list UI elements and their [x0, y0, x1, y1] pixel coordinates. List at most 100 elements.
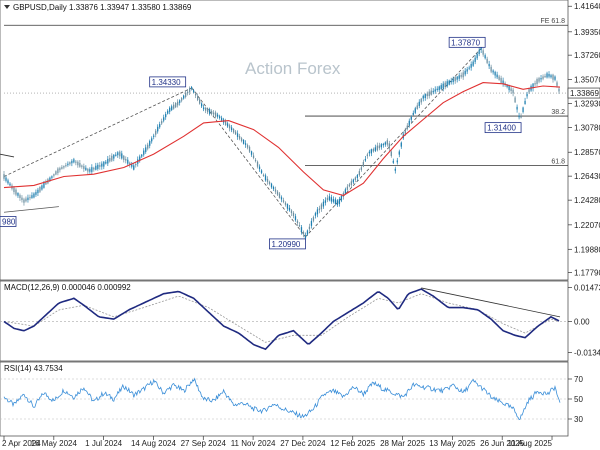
candle-body: [111, 155, 113, 161]
candle-body: [442, 83, 444, 89]
candle-body: [472, 61, 474, 66]
candle-body: [175, 102, 177, 108]
candle-body: [336, 200, 339, 206]
price-header: GBPUSD,Daily 1.33876 1.33947 1.33580 1.3…: [13, 3, 192, 12]
candle-body: [426, 93, 428, 97]
trend-line: [3, 206, 59, 213]
candle-body: [133, 165, 135, 170]
candle-body: [83, 166, 85, 169]
candle-body: [294, 216, 297, 221]
price-box-label-frame: [0, 216, 17, 227]
candle-body: [510, 88, 512, 91]
candle-body: [292, 212, 295, 217]
x-tick-label: 12 Feb 2025: [330, 439, 375, 448]
candle-body: [236, 133, 239, 137]
candle-body: [165, 114, 167, 118]
candle-body: [382, 144, 384, 146]
candle-body: [125, 159, 127, 161]
candle-body: [304, 235, 307, 239]
candle-body: [540, 78, 542, 80]
candle-body: [556, 82, 558, 86]
macd-y-tick-label: -0.013442: [574, 349, 600, 358]
candle-body: [532, 83, 534, 89]
candle-body: [75, 161, 77, 163]
candle-body: [496, 74, 498, 78]
candle-body: [143, 150, 145, 155]
candle-body: [400, 142, 402, 147]
trend-line: [191, 87, 306, 238]
candle-body: [372, 148, 374, 152]
candle-body: [500, 77, 502, 83]
candle-body: [248, 146, 251, 152]
candle-body: [266, 178, 269, 182]
candle-body: [430, 90, 432, 95]
candle-body: [17, 192, 19, 196]
candle-body: [149, 141, 151, 146]
candle-body: [486, 58, 488, 63]
candle-body: [61, 167, 63, 169]
candle-body: [21, 197, 23, 201]
price-box-label: 1.20990: [271, 240, 300, 249]
candle-body: [262, 174, 265, 176]
rsi-line: [3, 377, 561, 421]
price-box-label-frame: [269, 238, 306, 250]
candle-body: [526, 94, 528, 97]
candle-body: [456, 76, 458, 80]
candle-body: [296, 220, 299, 224]
x-tick-label: 27 Sep 2024: [181, 439, 227, 448]
candle-body: [3, 174, 5, 179]
candle-body: [300, 227, 303, 232]
candle-body: [522, 107, 524, 112]
x-tick-label: 28 Mar 2025: [380, 439, 425, 448]
rsi-y-tick-label: 50: [574, 395, 583, 404]
candle-body: [230, 127, 233, 131]
candle-body: [406, 125, 408, 130]
trend-line: [3, 87, 192, 177]
candle-body: [73, 159, 75, 163]
candle-body: [99, 165, 101, 167]
candle-body: [214, 112, 217, 117]
candle-body: [208, 109, 211, 114]
candle-body: [332, 199, 335, 202]
candle-body: [380, 144, 382, 148]
candle-body: [396, 160, 398, 163]
candle-body: [228, 125, 231, 129]
candle-body: [35, 192, 37, 195]
rsi-series-group: [0, 377, 568, 421]
candle-body: [308, 226, 311, 230]
candle-body: [123, 155, 125, 160]
candle-body: [157, 126, 159, 132]
candle-body: [454, 77, 456, 82]
candle-body: [358, 171, 361, 176]
candle-body: [302, 232, 305, 235]
candle-body: [458, 75, 460, 79]
candle-body: [450, 80, 452, 83]
candle-body: [210, 111, 213, 114]
candle-body: [346, 186, 349, 190]
candle-body: [93, 167, 95, 170]
candle-body: [344, 189, 347, 194]
candle-body: [356, 175, 359, 178]
moving-average-line: [3, 82, 561, 197]
candle-body: [155, 130, 157, 135]
candle-body: [310, 221, 313, 226]
candle-body: [462, 72, 464, 78]
candle-body: [424, 94, 426, 99]
candle-body: [153, 135, 155, 137]
candle-body: [57, 168, 59, 174]
price-y-tick-label: 1.19880: [574, 245, 600, 254]
candle-body: [91, 167, 93, 172]
candle-body: [368, 151, 370, 154]
candle-body: [161, 121, 163, 124]
candle-body: [466, 69, 468, 72]
candle-body: [151, 138, 153, 142]
macd-line: [3, 288, 560, 351]
candle-body: [250, 151, 253, 155]
x-tick-label: 16 May 2024: [31, 439, 78, 448]
candle-body: [274, 189, 277, 192]
candle-body: [448, 80, 450, 85]
candle-body: [202, 107, 205, 110]
collapse-triangle-icon[interactable]: [4, 5, 10, 9]
candle-body: [27, 197, 29, 201]
price-series-group: FE 61.8 38.2 61.8 1.34330 1.37870 1.31400 1.20…: [0, 18, 568, 250]
